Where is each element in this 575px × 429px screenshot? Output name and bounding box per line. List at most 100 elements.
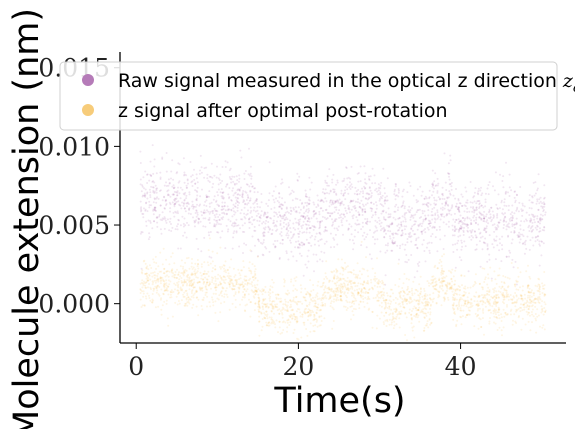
data-point — [485, 230, 488, 233]
data-point — [308, 199, 311, 202]
data-point — [293, 313, 296, 316]
data-point — [341, 299, 343, 302]
data-point — [271, 194, 274, 197]
data-point — [158, 213, 161, 216]
data-point — [346, 183, 349, 186]
data-point — [189, 280, 192, 283]
data-point — [332, 295, 335, 298]
data-point — [363, 231, 366, 234]
data-point — [256, 283, 259, 286]
data-point — [191, 203, 194, 206]
data-point — [225, 224, 228, 227]
data-point — [426, 303, 429, 306]
data-point — [506, 304, 508, 306]
data-point — [454, 197, 457, 200]
data-point — [498, 274, 501, 277]
data-point — [413, 315, 416, 317]
data-point — [477, 296, 480, 299]
data-point — [183, 207, 186, 210]
data-point — [357, 223, 360, 226]
data-point — [506, 305, 508, 308]
data-point — [217, 298, 220, 301]
data-point — [275, 213, 278, 216]
data-point — [517, 236, 520, 238]
data-point — [305, 231, 308, 234]
data-point — [434, 204, 437, 206]
data-point — [201, 188, 203, 191]
data-point — [327, 291, 330, 294]
data-point — [204, 211, 207, 214]
data-point — [399, 291, 402, 294]
data-point — [152, 258, 155, 261]
data-point — [172, 272, 175, 275]
data-point — [321, 301, 324, 304]
data-point — [243, 285, 245, 287]
data-point — [292, 227, 295, 229]
data-point — [345, 166, 348, 169]
data-point — [142, 282, 144, 285]
data-point — [212, 304, 215, 307]
data-point — [433, 180, 436, 183]
data-point — [188, 191, 191, 194]
data-point — [333, 211, 336, 214]
data-point — [295, 310, 298, 313]
data-point — [269, 295, 272, 298]
data-point — [253, 225, 256, 228]
data-point — [316, 325, 319, 328]
data-point — [426, 294, 429, 297]
data-point — [243, 172, 246, 175]
data-point — [387, 213, 390, 216]
data-point — [531, 313, 534, 316]
data-point — [359, 190, 362, 193]
data-point — [482, 296, 485, 299]
data-point — [155, 197, 158, 200]
data-point — [380, 311, 383, 314]
data-point — [424, 231, 427, 234]
data-point — [418, 261, 421, 264]
data-point — [243, 278, 246, 281]
data-point — [438, 277, 441, 280]
data-point — [147, 277, 150, 280]
data-point — [223, 267, 225, 270]
data-point — [205, 194, 208, 197]
data-point — [284, 300, 287, 303]
data-point — [312, 210, 315, 213]
data-point — [388, 235, 391, 238]
data-point — [544, 303, 547, 306]
data-point — [522, 242, 525, 245]
data-point — [511, 211, 514, 214]
data-point — [444, 181, 447, 184]
data-point — [406, 238, 409, 240]
data-point — [294, 288, 297, 290]
data-point — [152, 289, 155, 292]
data-point — [336, 281, 339, 284]
data-point — [458, 211, 461, 213]
data-point — [236, 193, 239, 196]
data-point — [285, 216, 288, 219]
data-point — [515, 223, 518, 226]
data-point — [318, 220, 321, 223]
data-point — [339, 289, 342, 292]
data-point — [362, 291, 365, 294]
data-point — [497, 296, 500, 299]
data-point — [436, 191, 439, 194]
data-point — [462, 304, 465, 307]
data-point — [531, 304, 534, 307]
data-point — [522, 209, 524, 212]
data-point — [192, 294, 195, 297]
data-point — [241, 192, 244, 195]
data-point — [282, 303, 285, 306]
data-point — [262, 233, 265, 236]
data-point — [252, 295, 255, 298]
data-point — [489, 304, 492, 307]
data-point — [520, 210, 523, 212]
data-point — [382, 293, 385, 296]
data-point — [172, 193, 175, 196]
data-point — [179, 265, 182, 268]
data-point — [491, 210, 494, 213]
data-point — [202, 296, 205, 299]
data-point — [168, 283, 171, 286]
data-point — [161, 211, 164, 214]
data-point — [271, 232, 274, 235]
data-point — [183, 272, 186, 274]
